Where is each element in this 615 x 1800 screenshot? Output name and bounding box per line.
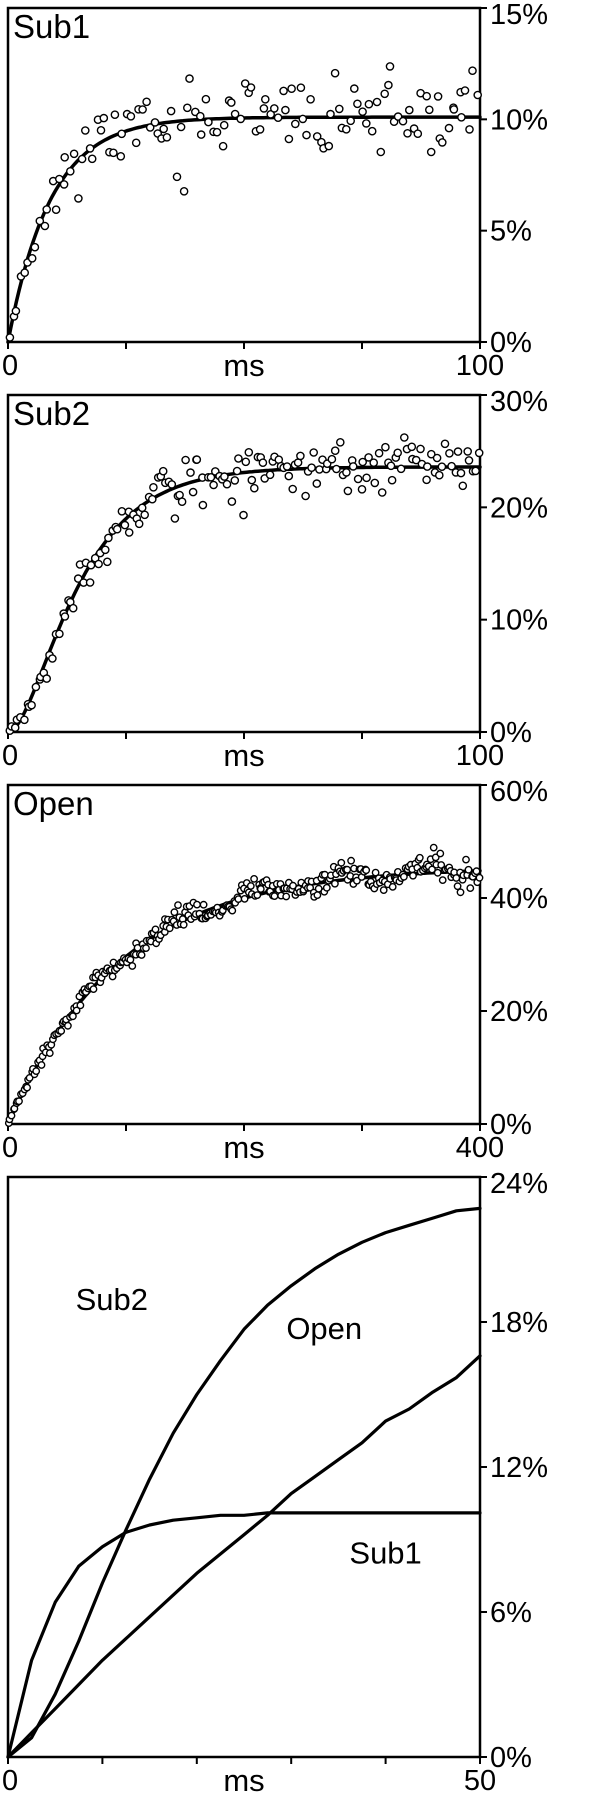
y-tick-label: 12% [490, 1452, 548, 1484]
curve-label: Sub2 [76, 1282, 148, 1317]
chart-summary-svg: 0% 6% 12% 18% 24% 0 50 ms Sub2 Open Sub1 [2, 1168, 548, 1798]
panel-title: Sub2 [13, 395, 90, 432]
x-tick-label: 50 [464, 1765, 496, 1797]
x-tick-label: 100 [456, 350, 504, 382]
y-tick-label: 20% [490, 492, 548, 524]
chart-sub1-svg: 0% 5% 10% 15% 0 100 ms Sub1 [2, 0, 548, 383]
curve-sub1 [6, 1511, 482, 1759]
fit-curve [6, 115, 482, 344]
x-tick-label: 0 [2, 740, 18, 772]
scatter-points [4, 843, 484, 1127]
panel-title: Open [13, 785, 94, 822]
x-axis-unit-label: ms [223, 348, 264, 383]
x-tick-label: 400 [456, 1132, 504, 1164]
y-tick-label: 30% [490, 386, 548, 418]
y-tick-label: 10% [490, 104, 548, 136]
y-tick-label: 0% [490, 717, 532, 749]
axis-ticks [7, 7, 487, 349]
curve-label: Open [286, 1311, 362, 1346]
axis-ticks [7, 1176, 487, 1764]
y-tick-label: 60% [490, 776, 548, 808]
x-axis-unit-label: ms [223, 738, 264, 773]
y-tick-label: 6% [490, 1597, 532, 1629]
panel-open: 0% 20% 40% 60% 0 400 ms Open [0, 775, 615, 1167]
y-tick-label: 5% [490, 216, 532, 248]
plot-frame [6, 6, 482, 344]
chart-sub2-svg: 0% 10% 20% 30% 0 100 ms Sub2 [2, 386, 548, 773]
plot-frame [6, 783, 482, 1126]
x-tick-label: 0 [2, 1765, 18, 1797]
fit-curve [6, 465, 482, 734]
panel-sub1: 0% 5% 10% 15% 0 100 ms Sub1 [0, 0, 615, 385]
curve-sub2 [6, 1206, 482, 1759]
y-tick-label: 20% [490, 996, 548, 1028]
axis-ticks [7, 784, 487, 1131]
x-tick-label: 100 [456, 740, 504, 772]
panel-sub2: 0% 10% 20% 30% 0 100 ms Sub2 [0, 385, 615, 775]
scatter-points [5, 433, 484, 736]
x-tick-label: 0 [2, 350, 18, 382]
x-axis-unit-label: ms [223, 1130, 264, 1165]
y-tick-label: 40% [490, 883, 548, 915]
y-tick-label: 0% [490, 1109, 532, 1141]
panel-title: Sub1 [13, 8, 90, 45]
y-tick-label: 24% [490, 1168, 548, 1200]
y-tick-label: 15% [490, 0, 548, 31]
curve-open [6, 1354, 482, 1759]
y-tick-label: 18% [490, 1307, 548, 1339]
scatter-points [5, 62, 483, 342]
x-tick-label: 0 [2, 1132, 18, 1164]
y-tick-label: 10% [490, 605, 548, 637]
plot-frame [6, 1175, 482, 1759]
y-tick-label: 0% [490, 327, 532, 359]
x-axis-unit-label: ms [223, 1763, 264, 1798]
panel-summary: 0% 6% 12% 18% 24% 0 50 ms Sub2 Open Sub1 [0, 1167, 615, 1800]
chart-open-svg: 0% 20% 40% 60% 0 400 ms Open [2, 776, 548, 1165]
y-tick-label: 0% [490, 1742, 532, 1774]
curve-label: Sub1 [349, 1536, 421, 1571]
